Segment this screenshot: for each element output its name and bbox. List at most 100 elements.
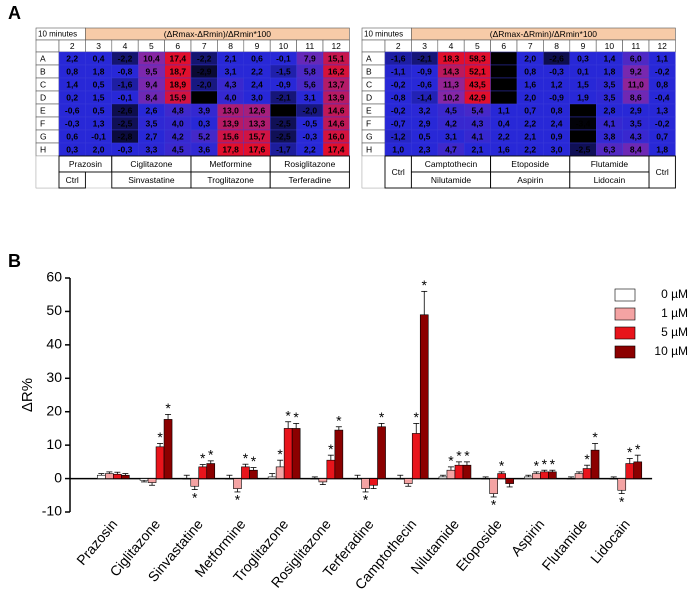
cell-value: 14,3 xyxy=(443,66,460,76)
row-label: H xyxy=(40,144,46,154)
cell-value: 2,1 xyxy=(471,144,483,154)
cell-value: 0,8 xyxy=(66,66,78,76)
cell-value: 5,4 xyxy=(471,105,483,115)
cell-value: 0,4 xyxy=(93,53,105,63)
cell-value: 3,1 xyxy=(225,66,237,76)
cell-value: 4,3 xyxy=(225,79,237,89)
cell-value: 3,5 xyxy=(603,79,615,89)
bar xyxy=(369,478,378,486)
significance-mark: * xyxy=(243,450,249,466)
legend-label: 1 µM xyxy=(661,306,688,320)
row-label: B xyxy=(366,66,372,76)
header-label: (ΔRmax-ΔRmin)/ΔRmin*100 xyxy=(490,29,598,39)
y-tick-label: 0 xyxy=(54,469,62,485)
cell-value: -2,6 xyxy=(118,105,133,115)
column-label: 2 xyxy=(70,41,75,51)
cell-value: 2,3 xyxy=(419,144,431,154)
cell-value: 1,4 xyxy=(66,79,78,89)
bar xyxy=(105,473,114,479)
cell-value: 4,5 xyxy=(445,105,457,115)
y-axis-label: ΔR% xyxy=(19,378,36,412)
cell-value: 2,8 xyxy=(603,105,615,115)
group-label: Terferadine xyxy=(289,175,332,185)
legend-swatch xyxy=(614,345,636,359)
cell-value: -0,2 xyxy=(655,66,670,76)
cell-value: -2,2 xyxy=(118,53,133,63)
cell-value: -0,6 xyxy=(65,105,80,115)
cell-value: 15,1 xyxy=(328,53,345,63)
cell-value: -1,5 xyxy=(276,66,291,76)
cell-value: 2,9 xyxy=(419,118,431,128)
cell-value: 6,0 xyxy=(630,53,642,63)
cell-value: 2,1 xyxy=(225,53,237,63)
bar xyxy=(481,478,490,480)
cell-value: -0,4 xyxy=(655,92,670,102)
bar xyxy=(566,478,576,480)
x-tick-label: Aspirin xyxy=(508,516,548,559)
cell-value: 4,0 xyxy=(225,92,237,102)
significance-mark: * xyxy=(200,450,206,466)
significance-mark: * xyxy=(208,447,214,463)
cell-value: 3,9 xyxy=(198,105,210,115)
cell-value: 7,9 xyxy=(304,53,316,63)
cell-value: 1,8 xyxy=(603,66,615,76)
cell-value: 3,5 xyxy=(630,118,642,128)
cell-value: 2,2 xyxy=(304,144,316,154)
cell-value: 0,5 xyxy=(93,105,105,115)
cell-value: 4,1 xyxy=(471,131,483,141)
group-label: Etoposide xyxy=(511,159,549,169)
column-label: 5 xyxy=(149,41,154,51)
significance-mark: * xyxy=(277,446,283,462)
y-tick-label: 50 xyxy=(46,302,62,318)
column-label: 4 xyxy=(449,41,454,51)
significance-mark: * xyxy=(534,458,540,474)
cell-value: 5,8 xyxy=(304,66,316,76)
cell-value: 17,4 xyxy=(170,53,187,63)
cell-value: 0,3 xyxy=(577,53,589,63)
cell-value: 13,9 xyxy=(328,92,345,102)
cell-value: 0,5 xyxy=(93,79,105,89)
cell-value: -2,8 xyxy=(118,131,133,141)
cell-value: 17,8 xyxy=(222,144,239,154)
cell-value: -0,3 xyxy=(302,131,317,141)
cell-value: 4,1 xyxy=(603,118,615,128)
bar xyxy=(462,464,472,479)
column-label: 10 xyxy=(279,41,289,51)
cell-value: -0,2 xyxy=(391,79,406,89)
row-label: A xyxy=(40,53,46,63)
legend-label: 0 µM xyxy=(661,287,688,301)
group-cell xyxy=(569,171,650,189)
cell-value: 2,4 xyxy=(551,118,563,128)
cell-value: -0,1 xyxy=(91,131,106,141)
column-label: 7 xyxy=(528,41,533,51)
cell-value: 8,4 xyxy=(630,144,642,154)
cell-value: 43,5 xyxy=(469,79,486,89)
cell-value: -1,2 xyxy=(391,131,406,141)
bar xyxy=(617,478,627,491)
cell-value: -4,1 xyxy=(276,105,291,115)
panel-label: B xyxy=(8,251,21,271)
blank-cell xyxy=(361,155,386,189)
y-tick-label: -10 xyxy=(42,503,62,519)
significance-mark: * xyxy=(285,407,291,423)
cell-value: -0,9 xyxy=(549,92,564,102)
row-label: D xyxy=(40,92,46,102)
cell-value: 9,5 xyxy=(145,66,157,76)
legend-label: 5 µM xyxy=(661,325,688,339)
x-tick-label: Flutamide xyxy=(538,516,590,574)
significance-mark: * xyxy=(414,409,420,425)
cell-value: -0,1 xyxy=(276,53,291,63)
bar xyxy=(249,469,258,479)
cell-value: -2,5 xyxy=(276,131,291,141)
bar xyxy=(532,473,541,479)
row-label: B xyxy=(40,66,46,76)
bar xyxy=(377,426,386,479)
cell-value: -3,6 xyxy=(496,66,511,76)
cell-value: -5,5 xyxy=(496,53,511,63)
cell-value: 15,7 xyxy=(249,131,266,141)
column-label: 4 xyxy=(123,41,128,51)
column-label: 9 xyxy=(581,41,586,51)
significance-mark: * xyxy=(464,448,470,464)
significance-mark: * xyxy=(192,489,198,505)
